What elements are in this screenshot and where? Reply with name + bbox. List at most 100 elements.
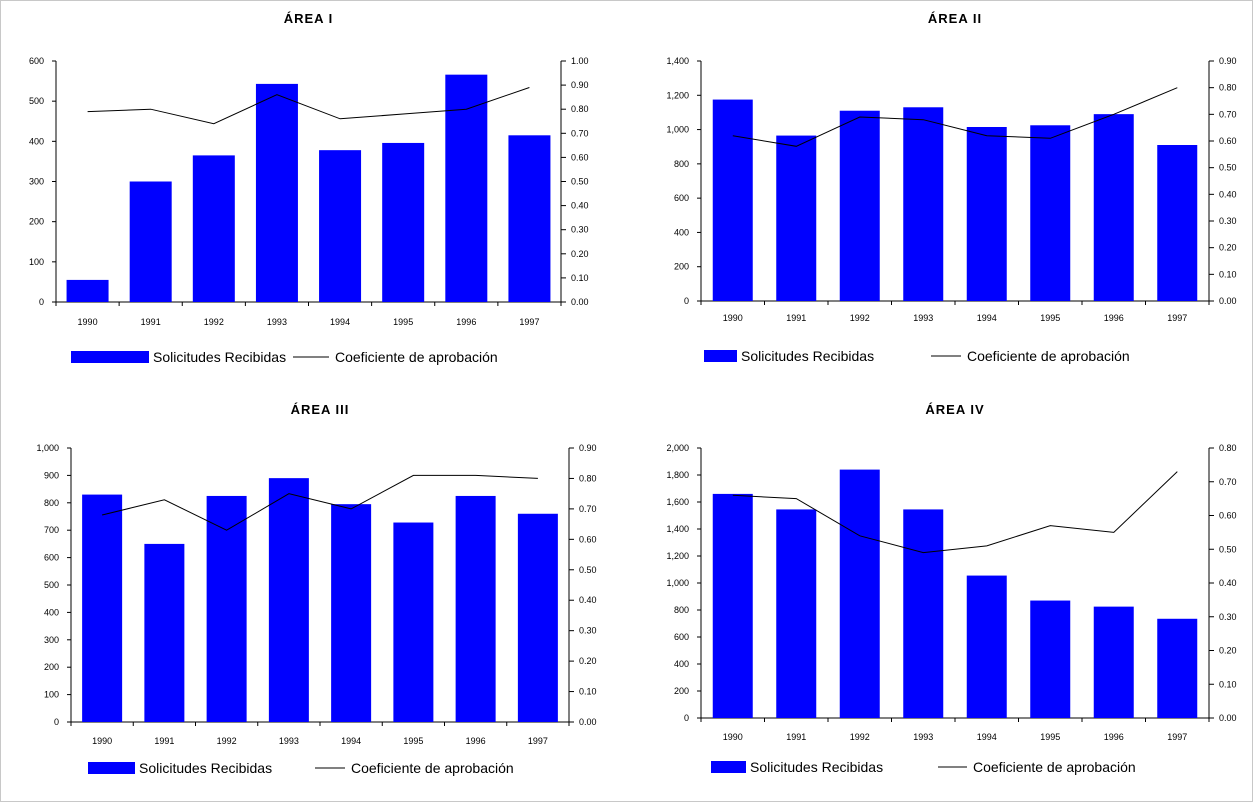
y2-tick-label: 0.70	[579, 504, 597, 514]
x-tick-label: 1996	[456, 317, 476, 327]
y-tick-label: 600	[44, 553, 59, 563]
x-tick-label: 1996	[1104, 313, 1124, 323]
x-tick-label: 1991	[786, 313, 806, 323]
y-tick-label: 0	[54, 717, 59, 727]
y2-tick-label: 0.00	[579, 717, 597, 727]
y-tick-label: 400	[44, 607, 59, 617]
y-tick-label: 1,600	[666, 497, 689, 507]
y2-tick-label: 0.40	[571, 201, 589, 211]
y2-tick-label: 0.50	[571, 177, 589, 187]
legend-bar-label: Solicitudes Recibidas	[750, 759, 883, 775]
chart-title: ÁREA I	[284, 11, 334, 26]
x-tick-label: 1993	[913, 732, 933, 742]
bar-1996	[456, 496, 496, 722]
bar-1995	[393, 523, 433, 722]
y2-tick-label: 0.70	[1219, 109, 1237, 119]
legend-bar-label: Solicitudes Recibidas	[139, 760, 272, 776]
y-tick-label: 900	[44, 470, 59, 480]
y-tick-label: 200	[29, 217, 44, 227]
y2-tick-label: 0.60	[571, 152, 589, 162]
y2-tick-label: 0.30	[571, 225, 589, 235]
y2-tick-label: 0.30	[1219, 612, 1237, 622]
y2-tick-label: 0.80	[571, 104, 589, 114]
y-tick-label: 700	[44, 525, 59, 535]
legend-line-label: Coeficiente de aprobación	[973, 759, 1136, 775]
y2-tick-label: 0.20	[571, 249, 589, 259]
legend-bar-swatch	[88, 762, 135, 774]
bar-1991	[144, 544, 184, 722]
x-tick-label: 1990	[92, 736, 112, 746]
bar-1993	[903, 509, 943, 718]
x-tick-label: 1994	[330, 317, 350, 327]
y2-tick-label: 0.70	[571, 128, 589, 138]
y-tick-label: 200	[44, 662, 59, 672]
x-tick-label: 1993	[267, 317, 287, 327]
bar-1995	[1030, 601, 1070, 718]
legend-bar-swatch	[711, 761, 746, 773]
x-tick-label: 1990	[723, 313, 743, 323]
y-tick-label: 800	[674, 605, 689, 615]
x-tick-label: 1991	[141, 317, 161, 327]
y-tick-label: 1,400	[666, 524, 689, 534]
y-tick-label: 1,000	[666, 125, 689, 135]
y2-tick-label: 0.90	[579, 443, 597, 453]
bar-1992	[840, 111, 880, 301]
y-tick-label: 0	[684, 713, 689, 723]
y-tick-label: 1,200	[666, 551, 689, 561]
bar-1994	[967, 127, 1007, 301]
bar-1991	[130, 182, 172, 303]
y2-tick-label: 0.90	[571, 80, 589, 90]
bar-1995	[382, 143, 424, 302]
y-tick-label: 1,400	[666, 56, 689, 66]
bar-1993	[269, 478, 309, 722]
y-tick-label: 1,800	[666, 470, 689, 480]
y-tick-label: 100	[29, 257, 44, 267]
bar-1994	[331, 504, 371, 722]
y2-tick-label: 0.10	[571, 273, 589, 283]
y2-tick-label: 0.30	[1219, 216, 1237, 226]
y-tick-label: 0	[39, 297, 44, 307]
y2-tick-label: 0.10	[579, 687, 597, 697]
legend-bar-label: Solicitudes Recibidas	[741, 348, 874, 364]
y2-tick-label: 0.90	[1219, 56, 1237, 66]
bar-1990	[67, 280, 109, 302]
y2-tick-label: 0.80	[579, 473, 597, 483]
bar-1995	[1030, 125, 1070, 301]
legend-line-label: Coeficiente de aprobación	[335, 349, 498, 365]
bar-1996	[1094, 114, 1134, 301]
bar-1997	[1157, 145, 1197, 301]
bar-1990	[82, 495, 122, 722]
y-tick-label: 400	[674, 659, 689, 669]
bar-1996	[1094, 607, 1134, 718]
y2-tick-label: 0.40	[1219, 578, 1237, 588]
x-tick-label: 1991	[786, 732, 806, 742]
y2-tick-label: 0.80	[1219, 83, 1237, 93]
y2-tick-label: 0.00	[571, 297, 589, 307]
y-tick-label: 300	[29, 177, 44, 187]
x-tick-label: 1992	[850, 732, 870, 742]
legend-line-label: Coeficiente de aprobación	[967, 348, 1130, 364]
bar-1994	[967, 576, 1007, 718]
bar-1990	[713, 494, 753, 718]
y-tick-label: 400	[29, 136, 44, 146]
y-tick-label: 100	[44, 690, 59, 700]
y2-tick-label: 0.80	[1219, 443, 1237, 453]
y2-tick-label: 0.10	[1219, 269, 1237, 279]
x-tick-label: 1994	[341, 736, 361, 746]
y-tick-label: 1,200	[666, 90, 689, 100]
bar-1992	[193, 155, 235, 302]
bar-1992	[840, 470, 880, 718]
x-tick-label: 1994	[977, 732, 997, 742]
x-tick-label: 1993	[913, 313, 933, 323]
legend-bar-swatch	[71, 351, 149, 363]
y-tick-label: 600	[29, 56, 44, 66]
y2-tick-label: 0.20	[579, 656, 597, 666]
y2-tick-label: 0.00	[1219, 713, 1237, 723]
x-tick-label: 1997	[519, 317, 539, 327]
y2-tick-label: 0.20	[1219, 243, 1237, 253]
bar-1990	[713, 100, 753, 301]
